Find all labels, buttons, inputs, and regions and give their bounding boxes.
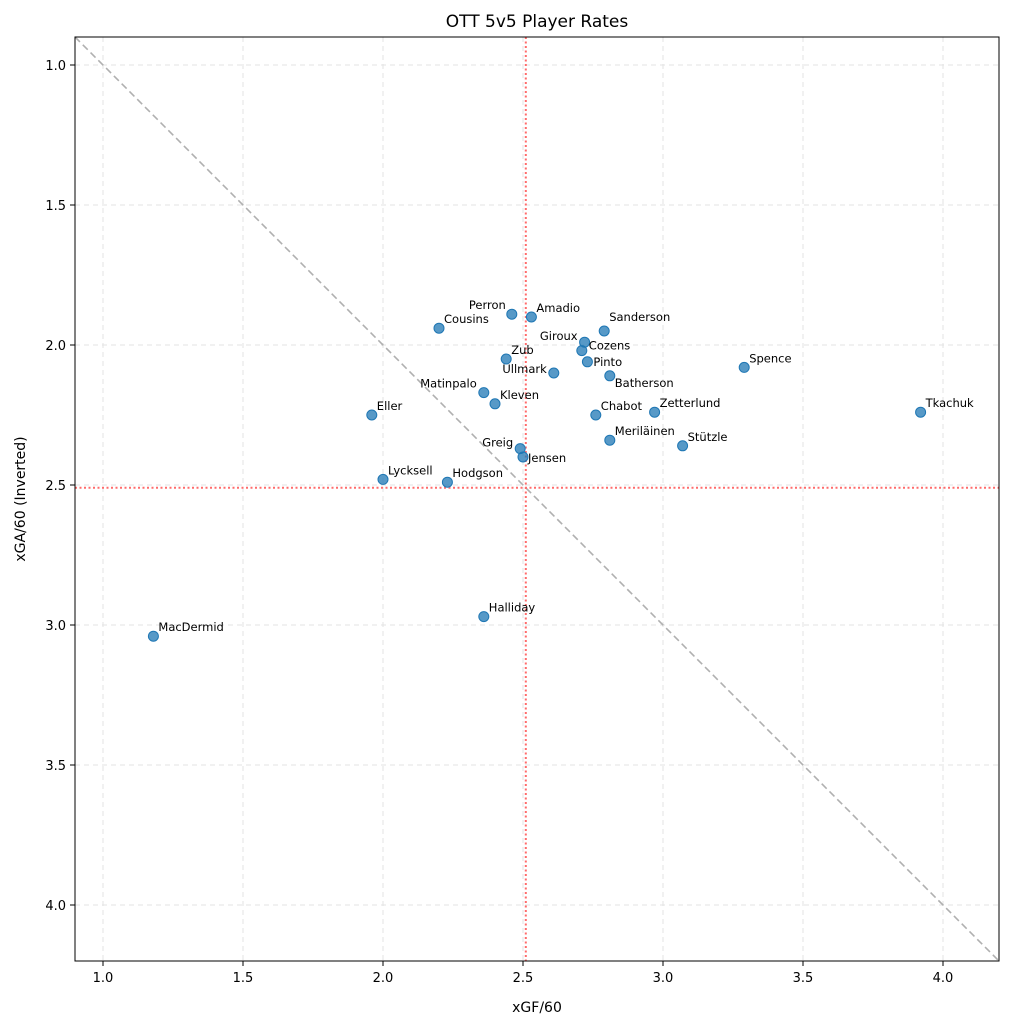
x-tick-label: 4.0 bbox=[933, 971, 954, 986]
diagonal-line bbox=[74, 36, 1000, 962]
point-label: Amadio bbox=[536, 301, 580, 315]
y-tick-label: 4.0 bbox=[45, 899, 66, 914]
y-tick-label: 3.0 bbox=[45, 619, 66, 634]
data-point bbox=[441, 476, 453, 488]
plot-frame bbox=[74, 36, 1000, 962]
data-point bbox=[576, 345, 588, 357]
point-label: Lycksell bbox=[388, 463, 433, 477]
point-label: MacDermid bbox=[158, 620, 223, 634]
data-point bbox=[478, 611, 490, 623]
axis-ticks: 1.0 1.5 2.0 2.5 3.0 3.5 4.0 1.0 1.5 2.0 2.5 3.0 3.5 4… bbox=[45, 59, 953, 986]
point-label: Cousins bbox=[444, 312, 489, 326]
data-point bbox=[581, 356, 593, 368]
point-label: Perron bbox=[469, 298, 506, 312]
data-point bbox=[525, 311, 537, 323]
point-label: Cozens bbox=[589, 339, 630, 353]
grid bbox=[75, 37, 999, 961]
y-tick-label: 1.5 bbox=[45, 199, 66, 214]
chart-title: OTT 5v5 Player Rates bbox=[446, 12, 629, 32]
data-point bbox=[604, 370, 616, 382]
y-tick-label: 2.0 bbox=[45, 339, 66, 354]
data-point bbox=[517, 451, 529, 463]
point-label: Giroux bbox=[540, 329, 578, 343]
point-label: Zetterlund bbox=[660, 396, 721, 410]
point-label: Sanderson bbox=[609, 310, 670, 324]
x-tick-label: 1.5 bbox=[233, 971, 254, 986]
data-point bbox=[677, 440, 689, 452]
data-point bbox=[548, 367, 560, 379]
data-point bbox=[433, 322, 445, 334]
y-tick-label: 3.5 bbox=[45, 759, 66, 774]
point-label: Eller bbox=[377, 399, 403, 413]
data-point bbox=[147, 630, 159, 642]
data-point bbox=[598, 325, 610, 337]
x-tick-label: 2.5 bbox=[513, 971, 534, 986]
y-tick-label: 2.5 bbox=[45, 479, 66, 494]
point-label: Jensen bbox=[527, 451, 566, 465]
x-tick-label: 2.0 bbox=[373, 971, 394, 986]
data-point bbox=[506, 308, 518, 320]
point-label: Stützle bbox=[688, 430, 728, 444]
point-label: Zub bbox=[511, 343, 533, 357]
x-tick-label: 3.0 bbox=[653, 971, 674, 986]
point-label: Halliday bbox=[489, 601, 536, 615]
point-label: Matinpalo bbox=[420, 377, 477, 391]
point-label: Hodgson bbox=[452, 466, 503, 480]
data-point bbox=[738, 361, 750, 373]
data-point bbox=[478, 387, 490, 399]
point-label: Ullmark bbox=[502, 362, 547, 376]
data-point bbox=[366, 409, 378, 421]
point-label: Meriläinen bbox=[615, 424, 675, 438]
data-point bbox=[377, 473, 389, 485]
data-point bbox=[590, 409, 602, 421]
data-point bbox=[500, 353, 512, 365]
data-point bbox=[649, 406, 661, 418]
point-label: Pinto bbox=[593, 355, 622, 369]
data-point bbox=[915, 406, 927, 418]
point-label: Batherson bbox=[615, 376, 674, 390]
point-label: Chabot bbox=[601, 399, 643, 413]
data-point bbox=[489, 398, 501, 410]
point-label: Kleven bbox=[500, 388, 539, 402]
point-label: Greig bbox=[482, 436, 513, 450]
point-label: Spence bbox=[749, 351, 791, 365]
y-axis-label: xGA/60 (Inverted) bbox=[13, 436, 29, 561]
reference-lines bbox=[74, 36, 1000, 962]
x-tick-label: 1.0 bbox=[93, 971, 114, 986]
x-axis-label: xGF/60 bbox=[512, 1000, 562, 1016]
y-tick-label: 1.0 bbox=[45, 59, 66, 74]
data-points: Perron Amadio Cousins Sanderson Giroux Cozens… bbox=[147, 298, 974, 642]
x-tick-label: 3.5 bbox=[793, 971, 814, 986]
point-label: Tkachuk bbox=[925, 396, 974, 410]
data-point bbox=[604, 434, 616, 446]
